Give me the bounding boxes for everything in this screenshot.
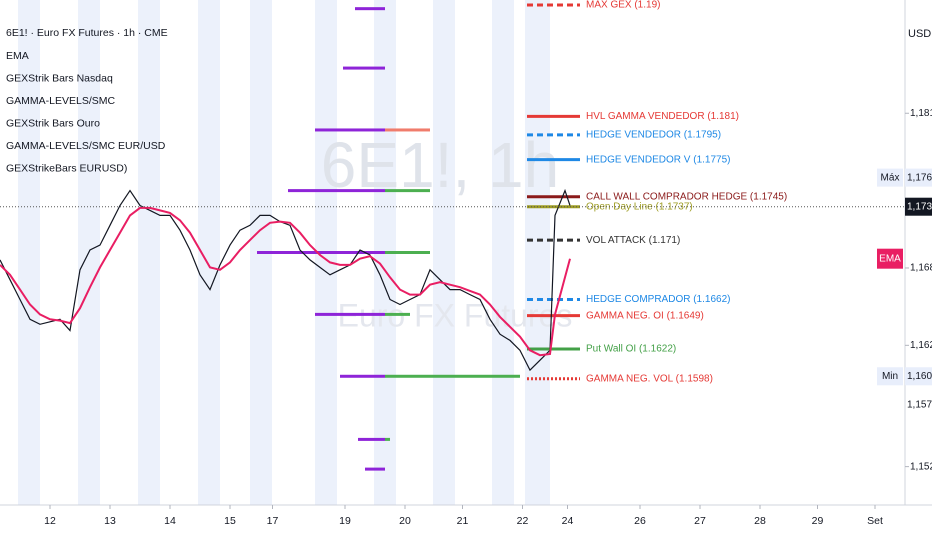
ema-line (0, 206, 571, 357)
gex-call-bar (385, 128, 430, 132)
symbol-legend[interactable]: 6E1! · Euro FX Futures · 1h · CME (6, 27, 168, 39)
gex-call-bar (385, 189, 430, 193)
x-tick-label: 13 (104, 515, 116, 527)
gex-put-bar (288, 189, 385, 193)
gamma-level-label: VOL ATTACK (1.171) (586, 235, 680, 246)
price-tag-label: 1,17605 (907, 172, 932, 183)
indicator-legend[interactable]: GEXStrik Bars Ouro (6, 117, 100, 129)
gex-put-bar (315, 128, 385, 132)
y-tick-label: 1,16875 (910, 263, 932, 274)
indicator-legend[interactable]: GEXStrikeBars EURUSD) (6, 162, 127, 174)
gex-call-bar (385, 251, 430, 254)
gamma-level-label: HEDGE VENDEDOR V (1.1775) (586, 154, 731, 165)
y-unit: USD (908, 28, 931, 40)
x-tick-label: Set (867, 515, 883, 527)
x-tick-label: 15 (224, 515, 236, 527)
price-tag-name: Min (882, 371, 898, 382)
price-line (0, 188, 571, 372)
y-tick-label: 1,18125 (910, 108, 932, 119)
indicator-legend[interactable]: GEXStrik Bars Nasdaq (6, 72, 113, 84)
x-tick-label: 26 (634, 515, 646, 527)
x-tick-label: 29 (812, 515, 824, 527)
gex-call-bar (385, 374, 520, 378)
gamma-level-label: HEDGE VENDEDOR (1.1795) (586, 130, 721, 141)
x-tick-label: 21 (457, 515, 469, 527)
price-tag (905, 367, 932, 386)
gex-put-bar (257, 251, 385, 254)
gex-put-bar (340, 374, 385, 378)
x-tick-label: 12 (44, 515, 56, 527)
x-tick-label: 28 (754, 515, 766, 527)
indicator-legend[interactable]: EMA (6, 50, 29, 62)
x-tick-label: 22 (517, 515, 529, 527)
gamma-level-label: GAMMA NEG. VOL (1.1598) (586, 373, 713, 384)
price-tag-name: Máx (881, 172, 900, 183)
price-tag-label: 1,17370 (907, 201, 932, 212)
x-tick-label: 27 (694, 515, 706, 527)
indicator-legend[interactable]: GAMMA-LEVELS/SMC EUR/USD (6, 140, 166, 152)
gamma-level-label: MAX GEX (1.19) (586, 0, 660, 11)
gamma-level-label: CALL WALL COMPRADOR HEDGE (1.1745) (586, 191, 787, 202)
gex-put-bar (343, 66, 385, 70)
x-tick-label: 19 (339, 515, 351, 527)
gex-put-bar (365, 467, 385, 471)
gex-put-bar (315, 312, 385, 316)
gex-put-bar (358, 437, 385, 441)
gex-call-bar (385, 312, 410, 316)
ema-tag-label: EMA (879, 253, 901, 264)
ema-tag (877, 248, 903, 269)
price-tag-box (877, 367, 903, 386)
x-tick-label: 14 (164, 515, 176, 527)
gex-call-bar (385, 437, 390, 441)
x-tick-label: 24 (562, 515, 574, 527)
y-tick-label: 1,16250 (910, 340, 932, 351)
x-tick-label: 20 (399, 515, 411, 527)
gamma-level-label: GAMMA NEG. OI (1.1649) (586, 310, 704, 321)
x-tick-label: 17 (267, 515, 279, 527)
y-tick-label: 1,15270 (910, 461, 932, 472)
price-tag (905, 168, 932, 187)
watermark-symbol: 6E1!, 1h (321, 129, 559, 201)
price-tag (905, 197, 932, 216)
gamma-level-label: Put Wall OI (1.1622) (586, 344, 676, 355)
gamma-level-label: HEDGE COMPRADOR (1.1662) (586, 294, 730, 305)
price-tag-box (877, 168, 903, 187)
price-tag-label: 1,16000 (907, 371, 932, 382)
gamma-level-label: HVL GAMMA VENDEDOR (1.181) (586, 111, 739, 122)
gex-put-bar (355, 7, 385, 11)
indicator-legend[interactable]: GAMMA-LEVELS/SMC (6, 95, 116, 107)
price-tag-label: 1,15770 (907, 399, 932, 410)
